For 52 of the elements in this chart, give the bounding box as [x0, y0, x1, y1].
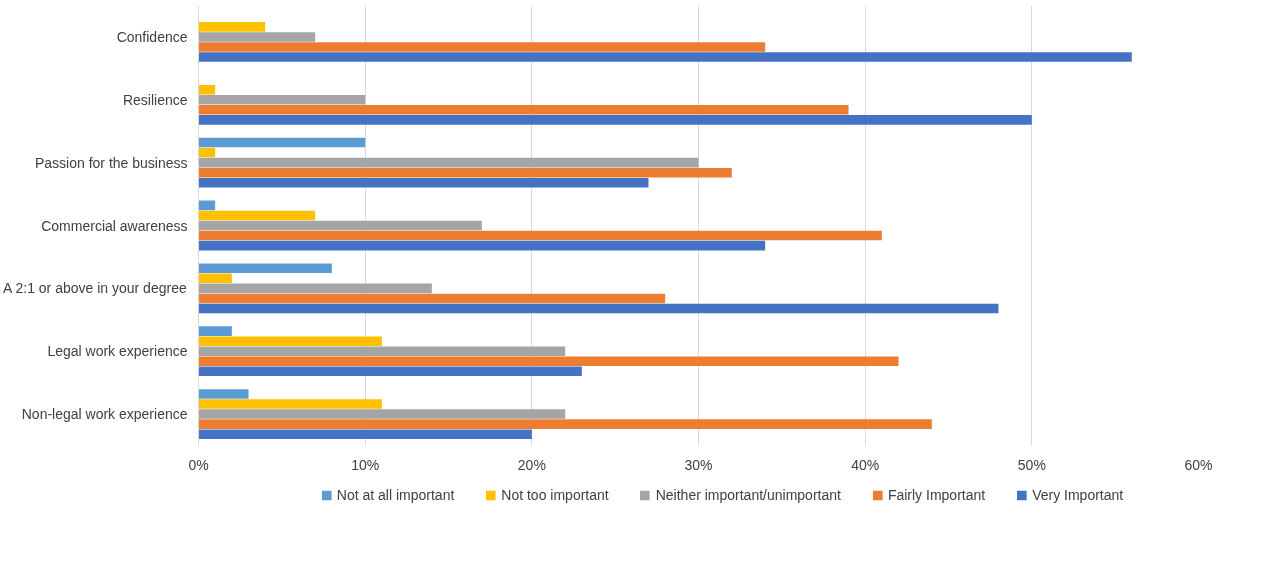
x-tick-label: 60% [1184, 456, 1213, 473]
bar [198, 115, 1032, 125]
bar [198, 346, 566, 356]
legend-label: Very Important [1032, 487, 1124, 503]
bar [198, 399, 382, 409]
bar [198, 429, 532, 439]
legend-label: Fairly Important [887, 487, 986, 503]
x-tick-label: 30% [684, 456, 713, 473]
y-tick-label: Resilience [122, 91, 188, 108]
bar [198, 105, 849, 115]
bar [198, 32, 316, 42]
bar [198, 303, 999, 314]
bar [198, 389, 249, 399]
bar [198, 326, 232, 336]
bar [198, 283, 432, 294]
bar [198, 157, 699, 168]
x-tick-label: 50% [1017, 456, 1046, 473]
bar [198, 167, 732, 178]
x-tick-label: 0% [188, 456, 209, 473]
bar [198, 42, 766, 52]
legend-label: Not too important [501, 487, 609, 503]
bar [198, 356, 899, 367]
bar [198, 200, 216, 211]
legend-label: Neither important/unimportant [655, 487, 841, 503]
bar [198, 263, 332, 274]
bar [198, 177, 649, 188]
bar [198, 84, 216, 95]
bar [198, 22, 266, 32]
bar [198, 273, 232, 284]
bar [198, 409, 566, 419]
bar [198, 230, 882, 241]
x-tick-label: 40% [851, 456, 880, 473]
y-tick-label: Legal work experience [47, 343, 188, 360]
bar [198, 147, 216, 158]
x-tick-label: 10% [351, 456, 380, 473]
y-tick-label: Commercial awareness [41, 217, 188, 234]
y-tick-label: A 2:1 or above in your degree [3, 280, 187, 297]
bar [198, 220, 482, 231]
bar [198, 366, 582, 377]
bar [198, 336, 382, 346]
bar [198, 293, 666, 304]
y-tick-label: Passion for the business [34, 154, 188, 171]
bar [198, 419, 932, 429]
bar [198, 240, 766, 251]
bar [198, 52, 1132, 62]
bar [198, 210, 316, 221]
legend-label: Not at all important [336, 487, 455, 503]
y-tick-label: Non-legal work experience [21, 406, 188, 423]
bar [198, 137, 366, 148]
y-tick-label: Confidence [116, 28, 188, 45]
x-tick-label: 20% [517, 456, 546, 473]
bar [198, 95, 366, 105]
